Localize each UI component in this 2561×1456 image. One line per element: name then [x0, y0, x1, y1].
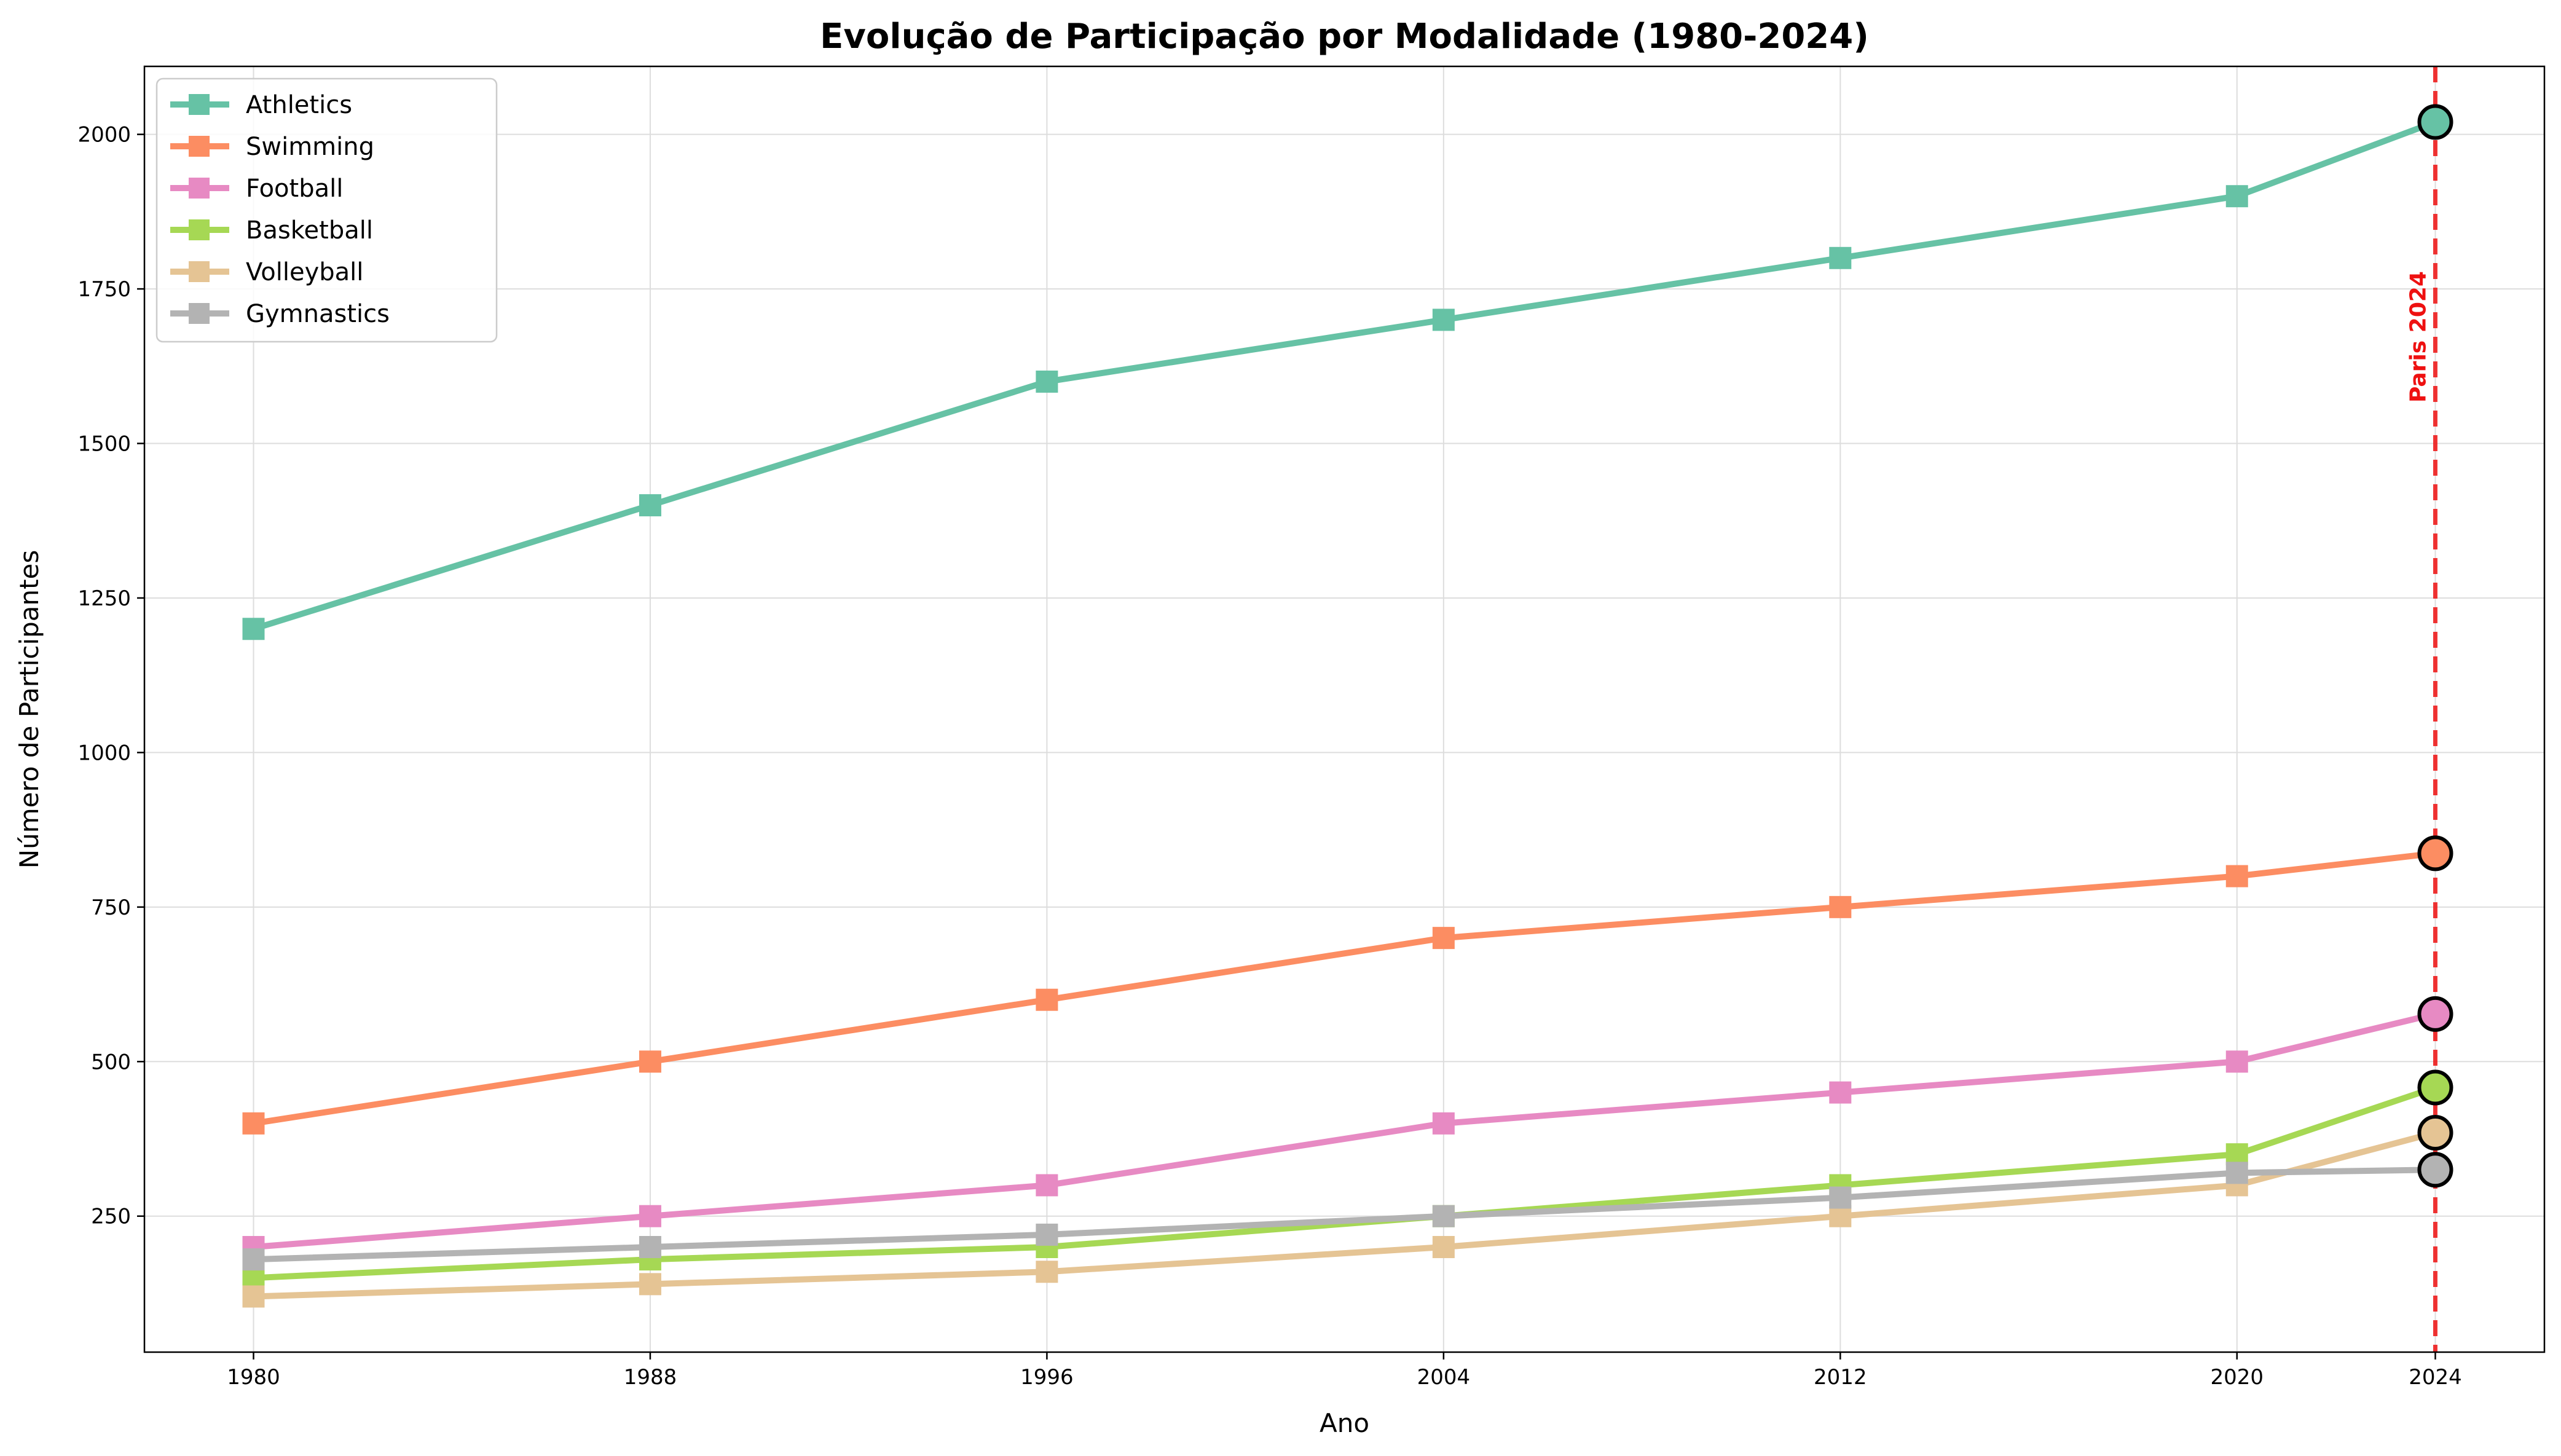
data-point	[1432, 1112, 1455, 1135]
highlight-point	[2417, 104, 2453, 140]
y-tick-label: 750	[91, 895, 131, 920]
legend-box	[155, 77, 498, 343]
highlight-point	[2417, 1152, 2453, 1188]
legend-swatch-marker	[189, 136, 210, 157]
grid-layer	[144, 66, 2544, 1352]
y-tick-label: 1750	[77, 277, 131, 302]
legend-item-volleyball: Volleyball	[170, 258, 363, 286]
paris-2024-label: Paris 2024	[2406, 271, 2431, 403]
highlight-point	[2417, 996, 2453, 1032]
data-point	[639, 1273, 661, 1296]
ticks-layer: 1980 1988 1996 2004 2012 2020 2024 250 500 750 100…	[77, 123, 2461, 1390]
y-tick-label: 2000	[77, 123, 131, 148]
data-point	[1829, 895, 1852, 918]
data-point	[1432, 1205, 1455, 1227]
legend-label: Gymnastics	[246, 300, 390, 328]
data-point	[242, 1112, 265, 1135]
data-point	[2225, 1143, 2248, 1166]
y-tick-label: 500	[91, 1050, 131, 1074]
legend-swatch-marker	[189, 219, 210, 240]
legend-swatch-marker	[189, 94, 210, 115]
highlight-point	[2417, 1114, 2453, 1151]
y-tick-label: 1000	[77, 741, 131, 765]
series-layer	[242, 104, 2453, 1308]
data-point	[1036, 1223, 1058, 1246]
data-point	[2225, 1050, 2248, 1073]
data-point	[1432, 309, 1455, 331]
x-tick-label: 2020	[2211, 1365, 2264, 1390]
data-point	[639, 1205, 661, 1227]
x-tick-label: 2004	[1417, 1365, 1471, 1390]
series-football	[242, 996, 2453, 1259]
series-athletics	[242, 104, 2453, 640]
data-point	[242, 1248, 265, 1271]
legend-label: Swimming	[246, 133, 374, 161]
legend-label: Athletics	[246, 91, 352, 119]
data-point	[2225, 185, 2248, 208]
y-axis-label: Número de Participantes	[14, 550, 44, 869]
x-tick-label: 1996	[1020, 1365, 1074, 1390]
legend-item-gymnastics: Gymnastics	[170, 300, 390, 328]
data-point	[242, 1267, 265, 1289]
data-point	[1829, 246, 1852, 269]
legend-item-basketball: Basketball	[170, 216, 373, 245]
legend-swatch-marker	[189, 178, 210, 199]
data-point	[1036, 370, 1058, 393]
series-volleyball	[242, 1114, 2453, 1308]
data-point	[2225, 1162, 2248, 1184]
x-axis-label: Ano	[1320, 1408, 1369, 1438]
x-tick-label: 2012	[1814, 1365, 1867, 1390]
data-point	[1036, 1174, 1058, 1197]
series-gymnastics	[242, 1152, 2453, 1271]
y-tick-label: 1250	[77, 586, 131, 611]
data-point	[1036, 988, 1058, 1011]
data-point	[1432, 927, 1455, 950]
data-point	[1036, 1261, 1058, 1283]
legend-label: Volleyball	[246, 258, 363, 286]
series-swimming	[242, 835, 2453, 1135]
x-tick-label: 1988	[624, 1365, 677, 1390]
legend-item-football: Football	[170, 175, 343, 203]
legend-swatch-marker	[189, 261, 210, 282]
legend-swatch-marker	[189, 303, 210, 324]
data-point	[2225, 865, 2248, 887]
legend: Athletics Swimming Football Basketball Volle…	[155, 77, 498, 343]
data-point	[639, 494, 661, 517]
y-tick-label: 1500	[77, 432, 131, 457]
legend-label: Basketball	[246, 216, 373, 245]
x-tick-label: 1980	[227, 1365, 280, 1390]
y-tick-label: 250	[91, 1205, 131, 1229]
data-point	[242, 618, 265, 640]
data-point	[1829, 1205, 1852, 1227]
data-point	[1829, 1186, 1852, 1209]
data-point	[1432, 1236, 1455, 1259]
x-tick-label: 2024	[2409, 1365, 2462, 1390]
data-point	[639, 1236, 661, 1259]
highlight-point	[2417, 835, 2453, 872]
data-point	[639, 1050, 661, 1073]
legend-label: Football	[246, 175, 343, 203]
legend-item-swimming: Swimming	[170, 133, 374, 161]
legend-item-athletics: Athletics	[170, 91, 352, 119]
highlight-point	[2417, 1069, 2453, 1106]
data-point	[242, 1285, 265, 1308]
data-point	[1829, 1081, 1852, 1104]
plot-frame	[143, 65, 2546, 1353]
chart-title: Evolução de Participação por Modalidade …	[820, 17, 1869, 57]
